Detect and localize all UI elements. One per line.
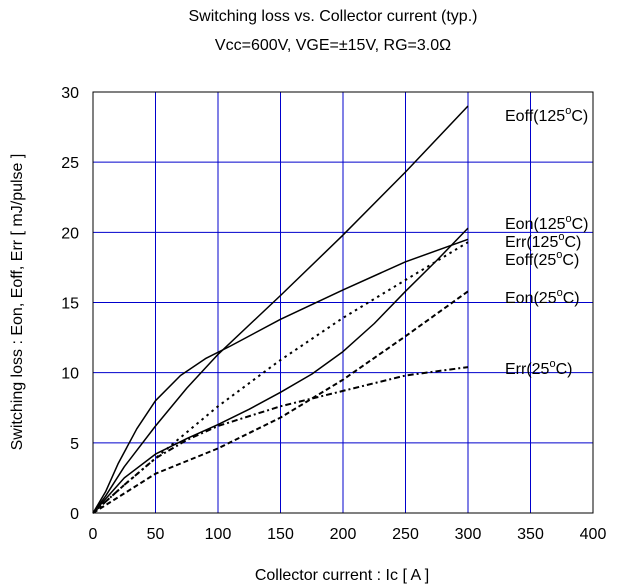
y-tick-label: 25	[61, 155, 79, 172]
series-label-err-125: Err(125oC)	[505, 231, 581, 251]
x-axis-label: Collector current : Ic [ A ]	[255, 567, 429, 584]
x-tick-label: 50	[147, 526, 165, 543]
plot-frame	[92, 91, 594, 514]
x-tick-label: 0	[89, 526, 98, 543]
y-axis-ticks: 0 5 10 15 20 25 30	[61, 85, 79, 523]
y-tick-label: 10	[61, 366, 79, 383]
chart-title: Switching loss vs. Collector current (ty…	[189, 8, 478, 25]
y-tick-label: 15	[61, 296, 79, 313]
grid	[93, 92, 593, 513]
series-line-eoff-25	[92, 241, 469, 514]
chart-subtitle: Vcc=600V, VGE=±15V, RG=3.0Ω	[215, 37, 451, 54]
series-line-eon-125	[92, 227, 469, 514]
y-tick-label: 30	[61, 85, 79, 102]
series-labels: Eoff(125oC) Eon(125oC)Err(125oC)Eoff(25oC…	[505, 105, 589, 378]
series-label-eon-125: Eon(125oC)	[505, 213, 589, 233]
y-axis-label: Switching loss : Eon, Eoff, Err [ mJ/pul…	[9, 154, 26, 451]
x-tick-label: 250	[392, 526, 419, 543]
x-tick-label: 350	[517, 526, 544, 543]
x-tick-label: 100	[205, 526, 232, 543]
x-tick-label: 200	[330, 526, 357, 543]
series-line-eoff-125	[92, 105, 469, 514]
series-line-eon-25	[92, 290, 469, 514]
y-tick-label: 5	[70, 436, 79, 453]
x-tick-label: 400	[580, 526, 607, 543]
series-label-eoff-125: Eoff(125oC)	[505, 105, 588, 125]
x-tick-label: 300	[455, 526, 482, 543]
series-label-eon-25: Eon(25oC)	[505, 287, 580, 307]
y-tick-label: 20	[61, 225, 79, 242]
series-label-eoff-25: Eoff(25oC)	[505, 249, 579, 269]
series-line-err-125	[92, 238, 469, 514]
x-tick-label: 150	[267, 526, 294, 543]
x-axis-ticks: 0 50 100 150 200 250 300 350 400	[89, 526, 607, 543]
series-line-err-25	[92, 366, 469, 514]
series-lines	[92, 105, 469, 514]
series-label-err-25: Err(25oC)	[505, 358, 572, 378]
y-tick-label: 0	[70, 506, 79, 523]
